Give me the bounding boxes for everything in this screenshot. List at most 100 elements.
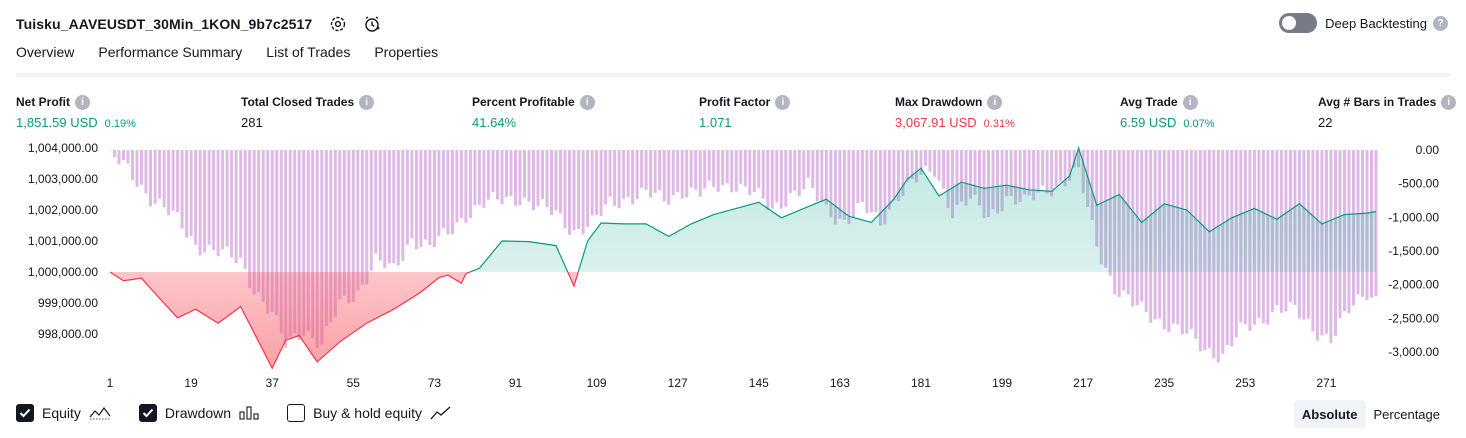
metric-total-closed-trades: Total Closed Trades i 281 [241, 94, 375, 130]
y-right-tick-label: -1,000.00 [1388, 210, 1439, 224]
metric-value: 6.59 USD [1120, 115, 1177, 130]
y-left-tick-label: 1,000,000.00 [28, 265, 98, 279]
drawdown-bar [919, 150, 923, 175]
drawdown-bar [410, 150, 414, 238]
drawdown-bar [856, 150, 860, 203]
drawdown-bar [117, 150, 121, 165]
drawdown-bar [1045, 150, 1049, 194]
drawdown-bar [969, 150, 972, 199]
tab-performance-summary[interactable]: Performance Summary [98, 44, 243, 60]
deep-backtesting-toggle[interactable] [1279, 13, 1318, 33]
drawdown-bar [167, 150, 171, 216]
drawdown-bar [1027, 150, 1031, 196]
drawdown-bar [905, 150, 909, 182]
drawdown-bar [252, 150, 256, 295]
drawdown-bar [797, 150, 801, 196]
absolute-button[interactable]: Absolute [1293, 400, 1366, 428]
drawdown-bar [266, 150, 270, 314]
drawdown-bar [311, 150, 315, 338]
drawdown-bar [590, 150, 594, 216]
x-tick-label: 1 [107, 376, 114, 390]
drawdown-bar [1032, 150, 1036, 201]
drawdown-bar [432, 150, 436, 247]
drawdown-bar [532, 150, 535, 211]
drawdown-bar [730, 150, 734, 193]
drawdown-bar [275, 150, 279, 316]
legend-drawdown[interactable]: Drawdown [138, 404, 259, 422]
drawdown-bar [342, 150, 346, 296]
drawdown-bar [122, 150, 125, 161]
drawdown-bar [171, 150, 175, 211]
drawdown-bar [586, 150, 590, 227]
drawdown-checkbox[interactable] [138, 404, 157, 422]
drawdown-bar [662, 150, 666, 202]
legend-label: Drawdown [164, 405, 232, 421]
drawdown-bar [414, 150, 418, 249]
drawdown-bar [1000, 150, 1004, 212]
drawdown-bar [338, 150, 342, 300]
report-tabs: Overview Performance Summary List of Tra… [16, 44, 462, 76]
deep-backtesting-label: Deep Backtesting [1325, 15, 1427, 31]
equity-fills [110, 148, 1376, 369]
drawdown-bar [464, 150, 468, 223]
drawdown-bar [1090, 150, 1094, 220]
metric-percent: 0.19% [104, 118, 136, 130]
drawdown-bar [545, 150, 549, 208]
drawdown-bar [815, 150, 819, 202]
drawdown-bar [716, 150, 720, 193]
legend-buy-hold[interactable]: Buy & hold equity [287, 404, 452, 422]
drawdown-bar [541, 150, 544, 200]
drawdown-bar [369, 150, 373, 271]
drawdown-bar [356, 150, 360, 291]
drawdown-bar [599, 150, 603, 216]
x-tick-label: 181 [911, 376, 931, 390]
drawdown-bar [203, 150, 207, 253]
drawdown-bar [721, 150, 725, 186]
buy-hold-checkbox[interactable] [287, 404, 306, 422]
help-icon[interactable]: ? [1433, 15, 1448, 31]
info-icon[interactable]: i [75, 94, 90, 110]
info-icon[interactable]: i [579, 94, 595, 110]
drawdown-bar [851, 150, 855, 217]
info-icon[interactable]: i [987, 94, 1003, 110]
drawdown-bar [946, 150, 950, 208]
drawdown-bar [144, 150, 148, 194]
tab-properties[interactable]: Properties [374, 44, 439, 60]
alert-clock-icon[interactable] [362, 14, 382, 34]
tab-list-of-trades[interactable]: List of Trades [266, 44, 351, 60]
drawdown-bar [838, 150, 842, 219]
drawdown-bar [793, 150, 797, 191]
drawdown-bar [613, 150, 617, 206]
drawdown-bar [149, 150, 152, 207]
legend-equity[interactable]: Equity [16, 404, 111, 422]
info-icon[interactable]: i [775, 94, 791, 110]
drawdown-bar [230, 150, 234, 258]
drawdown-bar [351, 150, 355, 302]
info-icon[interactable]: i [1441, 94, 1457, 110]
drawdown-bar [396, 150, 400, 266]
metric-net-profit: Net Profit i 1,851.59 USD 0.19% [16, 94, 136, 130]
drawdown-bar [428, 150, 432, 246]
drawdown-bar [748, 150, 752, 196]
drawdown-bar [667, 150, 671, 205]
drawdown-bar [473, 150, 477, 206]
drawdown-bar [761, 150, 765, 199]
strategy-header: Tuisku_AAVEUSDT_30Min_1KON_9b7c2517 [16, 10, 382, 38]
drawdown-bar [820, 150, 824, 202]
metric-label: Avg # Bars in Trades [1318, 95, 1437, 109]
equity-lines [109, 146, 1377, 370]
drawdown-bar [1009, 150, 1013, 196]
drawdown-bar [842, 150, 846, 220]
drawdown-bar [559, 150, 562, 214]
drawdown-bar [640, 150, 644, 188]
info-icon[interactable]: i [1182, 94, 1198, 110]
equity-checkbox[interactable] [16, 404, 34, 422]
drawdown-bar [770, 150, 774, 209]
drawdown-bar [960, 150, 963, 202]
info-icon[interactable]: i [359, 94, 375, 110]
drawdown-bar [279, 150, 283, 334]
drawdown-bar [829, 150, 833, 218]
x-tick-label: 55 [347, 376, 361, 390]
settings-icon[interactable] [328, 14, 348, 34]
percentage-button[interactable]: Percentage [1373, 406, 1441, 422]
